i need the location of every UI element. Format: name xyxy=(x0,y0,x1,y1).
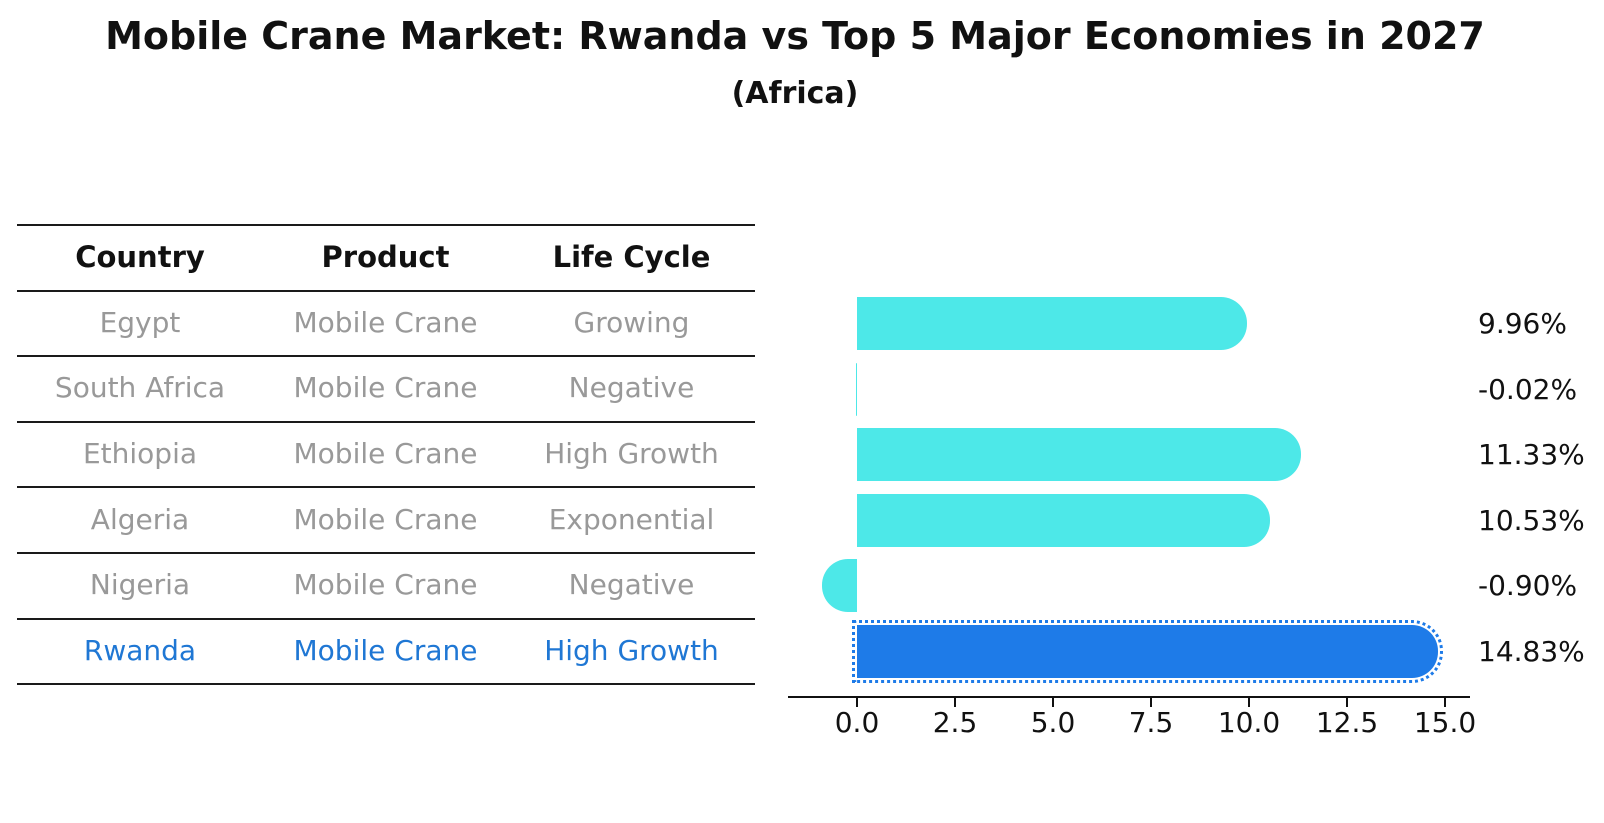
value-label: 10.53% xyxy=(1478,503,1585,537)
cell-product: Mobile Crane xyxy=(293,633,478,667)
bar-south-africa xyxy=(856,362,857,416)
cell-country: Egypt xyxy=(99,305,181,339)
cell-product: Mobile Crane xyxy=(293,371,478,405)
cell-life-cycle: High Growth xyxy=(544,437,719,471)
x-axis-tick xyxy=(1444,698,1446,707)
value-label: -0.90% xyxy=(1478,569,1578,603)
x-tick-label: 0.0 xyxy=(834,706,880,739)
table-row: South Africa Mobile Crane Negative xyxy=(17,355,755,421)
cell-country: Rwanda xyxy=(83,633,197,667)
table-row: Nigeria Mobile Crane Negative xyxy=(17,552,755,618)
x-axis-tick xyxy=(1150,698,1152,707)
cell-life-cycle: Negative xyxy=(568,568,695,602)
cell-country: Nigeria xyxy=(89,568,191,602)
bar-nigeria xyxy=(821,559,857,613)
col-header-country: Country xyxy=(75,239,205,274)
bar-rwanda xyxy=(851,620,1444,683)
table-row: Egypt Mobile Crane Growing xyxy=(17,290,755,356)
x-tick-label: 2.5 xyxy=(932,706,978,739)
cell-product: Mobile Crane xyxy=(293,437,478,471)
table-rule xyxy=(17,486,755,489)
cell-life-cycle: Growing xyxy=(573,305,690,339)
cell-life-cycle: Negative xyxy=(568,371,695,405)
value-label: 11.33% xyxy=(1478,438,1585,472)
table-row: Algeria Mobile Crane Exponential xyxy=(17,486,755,552)
cell-product: Mobile Crane xyxy=(293,502,478,536)
table-rule xyxy=(17,683,755,686)
x-axis-tick xyxy=(1248,698,1250,707)
table-rule xyxy=(17,420,755,423)
chart-subtitle: (Africa) xyxy=(731,76,859,111)
x-tick-label: 12.5 xyxy=(1315,706,1379,739)
x-axis-line xyxy=(788,696,1470,698)
table-rule xyxy=(17,289,755,292)
value-label: 14.83% xyxy=(1478,635,1585,668)
table-rule xyxy=(17,617,755,620)
table-rule xyxy=(17,552,755,554)
x-tick-label: 5.0 xyxy=(1030,706,1076,739)
cell-product: Mobile Crane xyxy=(293,305,478,339)
table-rule xyxy=(17,355,755,358)
cell-country: South Africa xyxy=(54,371,226,405)
x-axis-tick xyxy=(856,698,858,707)
bar-ethiopia xyxy=(857,428,1302,482)
value-label: -0.02% xyxy=(1478,372,1578,406)
bar-algeria xyxy=(857,493,1270,547)
table-header-row: Country Product Life Cycle xyxy=(17,224,755,290)
x-axis-tick xyxy=(1052,698,1054,707)
cell-product: Mobile Crane xyxy=(293,568,478,602)
value-label: 9.96% xyxy=(1478,307,1567,340)
x-axis-tick xyxy=(1346,698,1348,707)
cell-country: Ethiopia xyxy=(82,437,198,471)
table-row: Ethiopia Mobile Crane High Growth xyxy=(17,421,755,487)
x-axis-tick xyxy=(954,698,956,707)
chart-title: Mobile Crane Market: Rwanda vs Top 5 Maj… xyxy=(105,14,1485,58)
x-tick-label: 10.0 xyxy=(1217,706,1281,739)
bar-egypt xyxy=(857,297,1248,350)
x-tick-label: 15.0 xyxy=(1413,706,1477,739)
table-rule xyxy=(17,224,755,226)
x-tick-label: 7.5 xyxy=(1128,706,1174,739)
col-header-life-cycle: Life Cycle xyxy=(552,239,711,274)
table-row: Rwanda Mobile Crane High Growth xyxy=(17,618,755,684)
cell-life-cycle: High Growth xyxy=(544,633,719,667)
cell-life-cycle: Exponential xyxy=(548,502,715,536)
cell-country: Algeria xyxy=(90,502,190,536)
col-header-product: Product xyxy=(321,239,450,274)
